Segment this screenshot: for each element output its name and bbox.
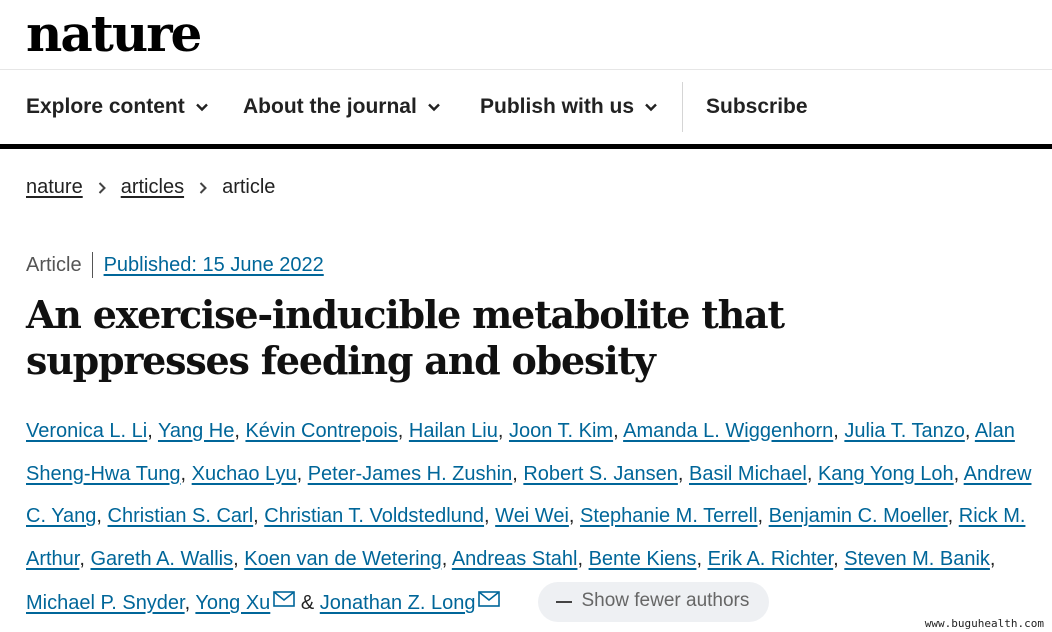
- author-link[interactable]: Bente Kiens: [588, 547, 697, 570]
- nav-divider: [682, 82, 683, 132]
- author-link[interactable]: Andrew C. Yang: [26, 462, 1032, 528]
- chevron-down-icon: [427, 103, 440, 112]
- author-link[interactable]: Christian T. Voldstedlund: [264, 505, 485, 527]
- chevron-down-icon: [195, 103, 208, 112]
- author-link[interactable]: Veronica L. Li: [26, 420, 148, 442]
- author-link[interactable]: Michael P. Snyder: [26, 592, 185, 614]
- nav-explore-content[interactable]: Explore content: [26, 70, 209, 144]
- chevron-down-icon: [645, 103, 657, 112]
- show-fewer-label: Show fewer authors: [581, 590, 750, 612]
- author-link[interactable]: Yong Xu: [195, 592, 271, 614]
- author-link[interactable]: Steven M. Banik: [844, 547, 990, 570]
- breadcrumb-articles[interactable]: articles: [120, 176, 185, 198]
- breadcrumb-current: article: [222, 176, 276, 198]
- author-list: Veronica L. Li, Yang He, Kévin Contrepoi…: [26, 410, 1036, 625]
- logo-bar: nature: [0, 0, 1052, 70]
- header-rule: [0, 144, 1052, 149]
- author-link[interactable]: Kévin Contrepois: [245, 420, 398, 442]
- author-link[interactable]: Peter-James H. Zushin: [307, 462, 513, 485]
- breadcrumb: nature articles article: [26, 176, 275, 199]
- minus-icon: [556, 600, 573, 603]
- nature-logo[interactable]: nature: [26, 4, 202, 63]
- author-link[interactable]: Wei Wei: [495, 505, 569, 527]
- author-link[interactable]: Koen van de Wetering: [244, 547, 442, 570]
- author-link[interactable]: Hailan Liu: [408, 420, 498, 442]
- breadcrumb-nature[interactable]: nature: [26, 176, 83, 198]
- show-fewer-authors-button[interactable]: Show fewer authors: [538, 581, 770, 622]
- article-type: Article: [26, 252, 93, 278]
- author-link[interactable]: Stephanie M. Terrell: [580, 505, 758, 527]
- email-icon[interactable]: [273, 580, 296, 607]
- chevron-right-icon: [199, 181, 207, 194]
- author-link[interactable]: Basil Michael: [689, 462, 807, 485]
- author-link[interactable]: Amanda L. Wiggenhorn: [623, 420, 834, 442]
- author-link[interactable]: Joon T. Kim: [508, 420, 614, 442]
- author-separator: &: [300, 592, 315, 614]
- subscribe-link[interactable]: Subscribe: [706, 95, 808, 118]
- author-link[interactable]: Jonathan Z. Long: [319, 592, 476, 614]
- watermark: www.buguhealth.com: [922, 617, 1046, 630]
- author-link[interactable]: Gareth A. Wallis: [90, 547, 234, 570]
- author-link[interactable]: Yang He: [157, 420, 235, 442]
- article-meta: Article Published: 15 June 2022: [26, 252, 324, 278]
- chevron-right-icon: [98, 181, 106, 194]
- author-link[interactable]: Erik A. Richter: [707, 547, 834, 570]
- nav-label: Publish with us: [480, 95, 635, 118]
- author-link[interactable]: Robert S. Jansen: [523, 462, 678, 485]
- author-link[interactable]: Rick M. Arthur: [26, 505, 1026, 570]
- nav-publish-with-us[interactable]: Publish with us: [480, 70, 658, 144]
- nav-label: Explore content: [26, 95, 185, 118]
- author-link[interactable]: Xuchao Lyu: [191, 462, 297, 485]
- main-nav: Explore content About the journal Publis…: [0, 70, 1052, 144]
- author-link[interactable]: Christian S. Carl: [107, 505, 254, 527]
- author-link[interactable]: Benjamin C. Moeller: [768, 505, 948, 527]
- author-link[interactable]: Alan Sheng-Hwa Tung: [26, 420, 1015, 485]
- nav-about-journal[interactable]: About the journal: [243, 70, 441, 144]
- author-link[interactable]: Andreas Stahl: [451, 547, 578, 570]
- author-link[interactable]: Kang Yong Loh: [817, 462, 954, 485]
- nav-label: About the journal: [243, 95, 417, 118]
- article-title: An exercise-inducible metabolite that su…: [26, 292, 785, 383]
- author-link[interactable]: Julia T. Tanzo: [844, 420, 965, 442]
- email-icon[interactable]: [478, 580, 501, 607]
- published-date-link[interactable]: Published: 15 June 2022: [103, 253, 324, 276]
